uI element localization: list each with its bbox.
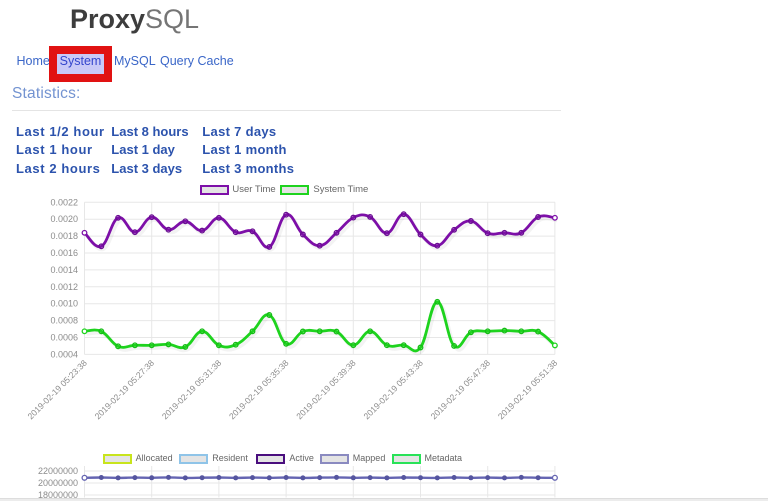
svg-text:2019-02-19 05:51:38: 2019-02-19 05:51:38 [496,358,560,422]
svg-text:2019-02-19 05:27:38: 2019-02-19 05:27:38 [93,358,157,422]
svg-text:0.0016: 0.0016 [50,248,78,258]
svg-text:22000000: 22000000 [38,466,78,476]
svg-text:0.0018: 0.0018 [50,231,78,241]
svg-text:2019-02-19 05:23:38: 2019-02-19 05:23:38 [25,358,89,422]
svg-text:0.0004: 0.0004 [50,349,78,359]
svg-text:0.0020: 0.0020 [50,214,78,224]
svg-text:2019-02-19 05:35:38: 2019-02-19 05:35:38 [227,358,291,422]
svg-text:2019-02-19 05:43:38: 2019-02-19 05:43:38 [361,358,425,422]
svg-text:0.0010: 0.0010 [50,299,78,309]
svg-text:2019-02-19 05:31:38: 2019-02-19 05:31:38 [160,358,224,422]
svg-text:0.0014: 0.0014 [50,265,78,275]
svg-text:20000000: 20000000 [38,478,78,488]
svg-text:0.0008: 0.0008 [50,316,78,326]
svg-text:2019-02-19 05:39:38: 2019-02-19 05:39:38 [294,358,358,422]
svg-text:0.0012: 0.0012 [50,282,78,292]
svg-text:0.0006: 0.0006 [50,333,78,343]
svg-text:0.0022: 0.0022 [50,197,78,207]
svg-text:2019-02-19 05:47:38: 2019-02-19 05:47:38 [429,358,493,422]
svg-text:18000000: 18000000 [38,490,78,500]
